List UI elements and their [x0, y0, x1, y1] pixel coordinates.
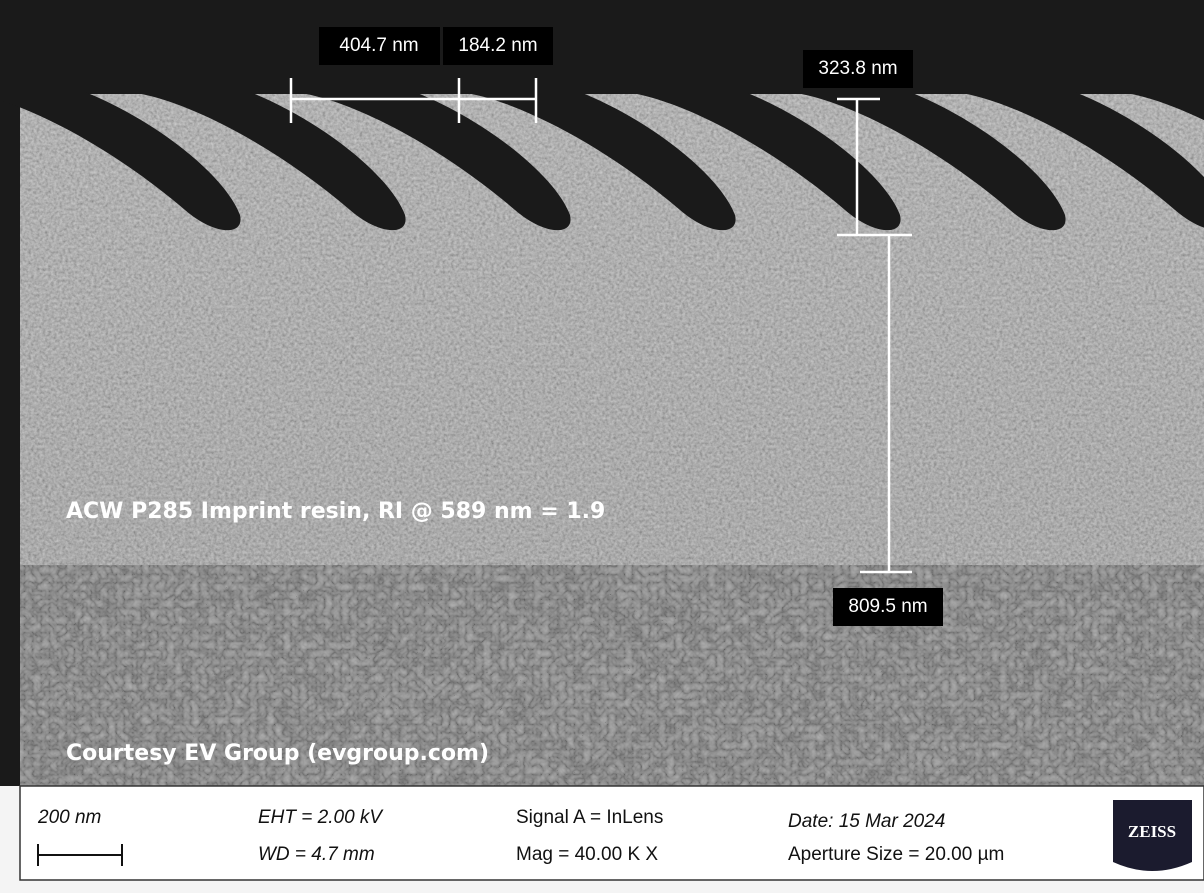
aperture: Aperture Size = 20.00 µm [788, 844, 1004, 865]
credit-annotation: Courtesy EV Group (evgroup.com) [66, 741, 489, 766]
label-box [833, 588, 943, 626]
eht: EHT = 2.00 kV [258, 807, 384, 828]
substrate-texture [0, 565, 1204, 786]
material-annotation: ACW P285 Imprint resin, RI @ 589 nm = 1.… [66, 499, 605, 524]
scale-bar-label: 200 nm [37, 807, 101, 828]
date: Date: 15 Mar 2024 [788, 811, 945, 832]
info-bar: 200 nm EHT = 2.00 kV WD = 4.7 mm Signal … [0, 785, 1204, 893]
measurement-label: 323.8 nm [818, 58, 897, 79]
edge [0, 0, 20, 786]
logo: ZEISS [1128, 822, 1176, 841]
measurement-label: 404.7 nm [339, 35, 418, 56]
label-box [803, 50, 913, 88]
info-panel [19, 785, 1204, 881]
sample [0, 0, 1204, 786]
signal: Signal A = InLens [516, 807, 663, 828]
wd: WD = 4.7 mm [258, 844, 375, 865]
vacuum [0, 0, 1204, 94]
label-box [443, 27, 553, 65]
mag: Mag = 40.00 K X [516, 844, 658, 865]
measurement-label: 184.2 nm [458, 35, 537, 56]
logo-badge [1113, 800, 1192, 871]
scale-bar [37, 844, 123, 866]
measure-lines [289, 78, 912, 574]
measurement-label: 809.5 nm [848, 596, 927, 617]
label-box [319, 27, 440, 65]
